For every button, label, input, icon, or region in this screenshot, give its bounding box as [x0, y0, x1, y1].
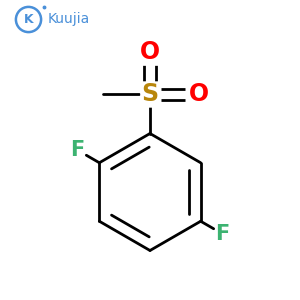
Text: F: F: [70, 140, 84, 160]
Text: O: O: [189, 82, 209, 106]
Text: S: S: [141, 82, 159, 106]
Text: F: F: [216, 224, 230, 244]
Text: K: K: [24, 13, 33, 26]
Text: Kuujia: Kuujia: [48, 13, 90, 26]
Text: O: O: [140, 40, 160, 64]
